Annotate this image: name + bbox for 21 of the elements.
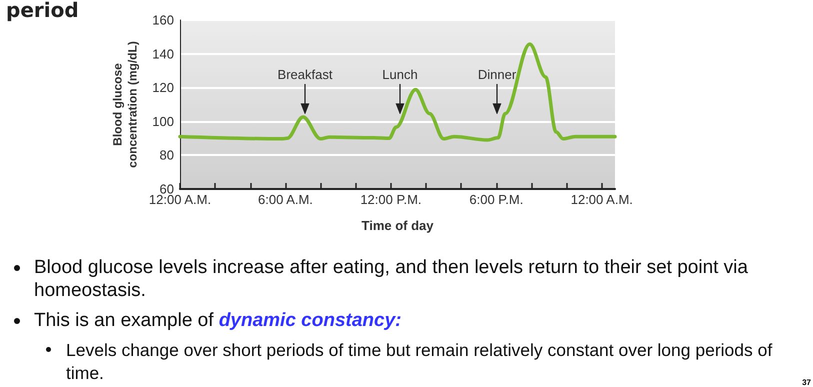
annotation: Dinner bbox=[478, 67, 516, 82]
y-tick-label: 100 bbox=[152, 114, 174, 129]
y-tick-label: 160 bbox=[152, 12, 174, 28]
y-tick-label: 80 bbox=[160, 148, 174, 163]
annotation: Breakfast bbox=[278, 67, 332, 82]
text: This is an example of bbox=[34, 310, 214, 331]
x-tick-label: 12:00 A.M. bbox=[570, 192, 633, 207]
text: dynamic constancy: bbox=[218, 310, 402, 331]
y-tick-label: 140 bbox=[152, 46, 174, 62]
x-axis-title: Time of day bbox=[361, 218, 434, 233]
text: Levels change over short periods of time but remain relatively constant over long periods of time. bbox=[66, 340, 772, 383]
y-axis-title: Blood glucose concentration (mg/dL) bbox=[110, 41, 140, 168]
text: 37 bbox=[802, 378, 811, 387]
x-tick-label: 6:00 P.M. bbox=[469, 192, 524, 207]
annotation: Lunch bbox=[382, 67, 418, 82]
chart-title: period bbox=[6, 0, 79, 22]
x-tick-label: 6:00 A.M. bbox=[258, 192, 313, 207]
text: Blood glucose levels increase after eating, and then levels return to their set point via homeostasis. bbox=[33, 256, 749, 302]
x-tick-label: 12:00 P.M. bbox=[360, 192, 422, 207]
y-tick-label: 120 bbox=[152, 80, 174, 96]
line-series bbox=[178, 42, 617, 142]
